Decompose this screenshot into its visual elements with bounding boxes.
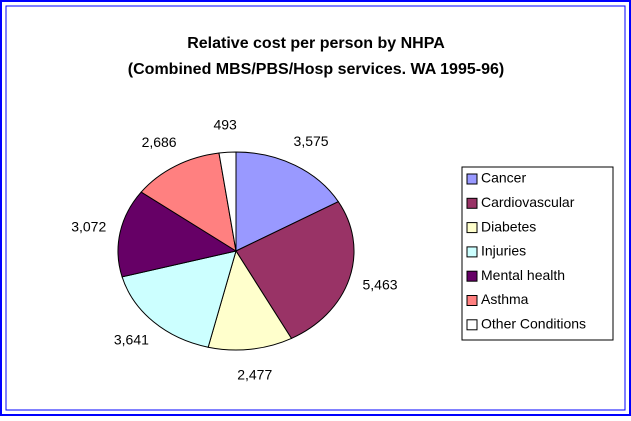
chart-title: Relative cost per person by NHPA [187, 35, 445, 52]
legend-label: Cancer [481, 170, 526, 186]
legend-box [461, 166, 614, 341]
legend-label: Mental health [481, 267, 565, 283]
data-label: 3,641 [114, 332, 149, 348]
pie-slice [121, 250, 237, 348]
data-label: 5,463 [362, 276, 397, 292]
legend-swatch [466, 222, 478, 234]
inner-frame [5, 5, 626, 411]
data-label: 2,477 [237, 366, 272, 382]
legend-label: Injuries [481, 243, 526, 259]
pie-slice [218, 151, 237, 252]
pie-slice [117, 191, 238, 278]
legend-label: Other Conditions [481, 316, 586, 332]
legend-swatch [466, 270, 478, 282]
legend-swatch [466, 295, 478, 306]
chart-subtitle: (Combined MBS/PBS/Hosp services. WA 1995… [128, 61, 504, 78]
legend-swatch [466, 319, 478, 331]
legend-swatch [466, 173, 478, 185]
legend-swatch [466, 246, 478, 258]
legend-label: Diabetes [481, 218, 536, 234]
data-label: 493 [213, 116, 237, 132]
legend-swatch [466, 197, 478, 209]
pie-slice [140, 152, 237, 253]
data-label: 3,072 [71, 218, 106, 234]
pie-slice [235, 151, 340, 252]
data-label: 2,686 [142, 134, 177, 150]
pie-slice [235, 201, 355, 340]
legend-label: Cardiovascular [481, 194, 575, 210]
data-label: 3,575 [294, 133, 329, 149]
legend-label: Asthma [481, 291, 529, 307]
